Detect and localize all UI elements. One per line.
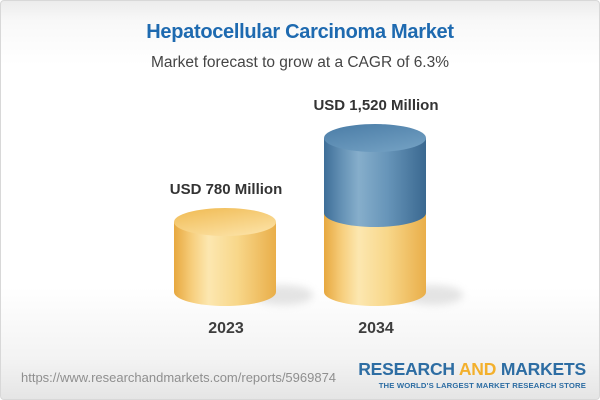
chart-subtitle: Market forecast to grow at a CAGR of 6.3… — [150, 54, 450, 71]
bar-chart — [174, 124, 463, 306]
chart-title: Hepatocellular Carcinoma Market — [146, 21, 454, 43]
category-label-2034: 2034 — [358, 320, 394, 337]
cylinder-2034 — [324, 124, 426, 306]
logo-word-research: RESEARCH — [358, 359, 455, 379]
logo-tagline: THE WORLD'S LARGEST MARKET RESEARCH STOR… — [378, 380, 586, 390]
research-and-markets-logo: RESEARCH AND MARKETS THE WORLD'S LARGEST… — [358, 359, 586, 390]
category-label-2023: 2023 — [208, 320, 244, 337]
logo-word-and: AND — [458, 359, 497, 379]
value-label-2034: USD 1,520 Million — [313, 97, 439, 114]
logo-wordmark: RESEARCH AND MARKETS — [358, 359, 586, 379]
value-label-2023: USD 780 Million — [169, 181, 283, 198]
logo-word-markets: MARKETS — [500, 359, 586, 379]
report-url: https://www.researchandmarkets.com/repor… — [21, 370, 337, 385]
cylinder-2023 — [174, 208, 276, 306]
